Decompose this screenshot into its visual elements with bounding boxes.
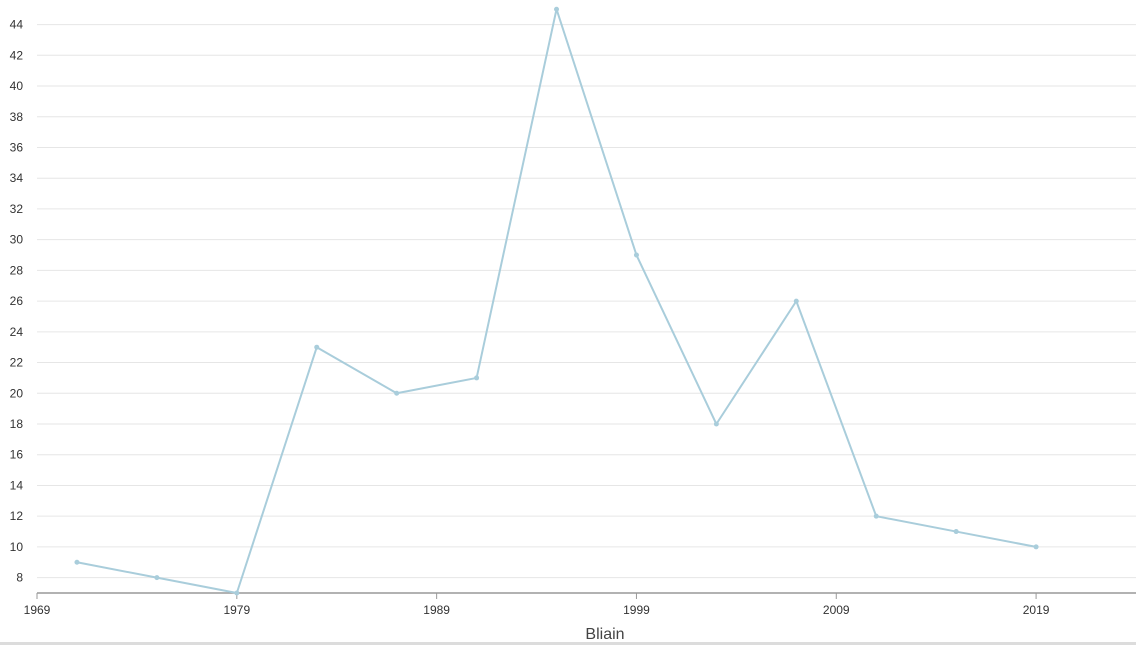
x-tick-label: 1979: [223, 603, 250, 617]
data-point[interactable]: [394, 390, 400, 396]
series-layer: [74, 6, 1039, 596]
y-tick-label: 22: [10, 356, 24, 370]
data-point[interactable]: [873, 513, 879, 519]
data-point[interactable]: [474, 375, 480, 381]
x-axis: 1969 1979 1989 1999 2009 2019: [24, 592, 1136, 617]
x-tick-label: 1969: [24, 603, 51, 617]
y-tick-label: 8: [16, 571, 23, 585]
x-axis-title: Bliain: [585, 626, 624, 643]
x-tick-label: 2019: [1023, 603, 1050, 617]
y-tick-label: 34: [10, 171, 24, 185]
data-point[interactable]: [713, 421, 719, 427]
data-point[interactable]: [633, 252, 639, 258]
data-point[interactable]: [953, 529, 959, 535]
y-tick-label: 12: [10, 509, 24, 523]
x-tick-label: 1989: [423, 603, 450, 617]
y-tick-label: 30: [10, 233, 24, 247]
y-tick-label: 32: [10, 202, 24, 216]
y-tick-label: 38: [10, 110, 24, 124]
y-tick-label: 16: [10, 448, 24, 462]
y-tick-label: 36: [10, 140, 24, 154]
y-tick-label: 24: [10, 325, 24, 339]
y-tick-label: 10: [10, 540, 24, 554]
data-point[interactable]: [1033, 544, 1039, 550]
data-point[interactable]: [234, 590, 240, 596]
data-point[interactable]: [554, 6, 560, 12]
y-tick-label: 28: [10, 263, 24, 277]
data-point[interactable]: [74, 559, 80, 565]
y-axis: 8 10 12 14 16 18 20 22 24 26 28 30 32 34 36 38 40 42 44: [10, 18, 24, 585]
data-point[interactable]: [154, 575, 160, 581]
y-tick-label: 44: [10, 18, 24, 32]
bottom-border: [0, 642, 1136, 645]
y-tick-label: 42: [10, 48, 24, 62]
y-tick-label: 26: [10, 294, 24, 308]
y-tick-label: 20: [10, 386, 24, 400]
x-tick-label: 2009: [823, 603, 850, 617]
data-point[interactable]: [793, 298, 799, 304]
data-point[interactable]: [314, 344, 320, 350]
y-tick-label: 40: [10, 79, 24, 93]
grid-layer: [37, 24, 1136, 579]
x-tick-label: 1999: [623, 603, 650, 617]
y-tick-label: 18: [10, 417, 24, 431]
y-tick-label: 14: [10, 478, 24, 492]
